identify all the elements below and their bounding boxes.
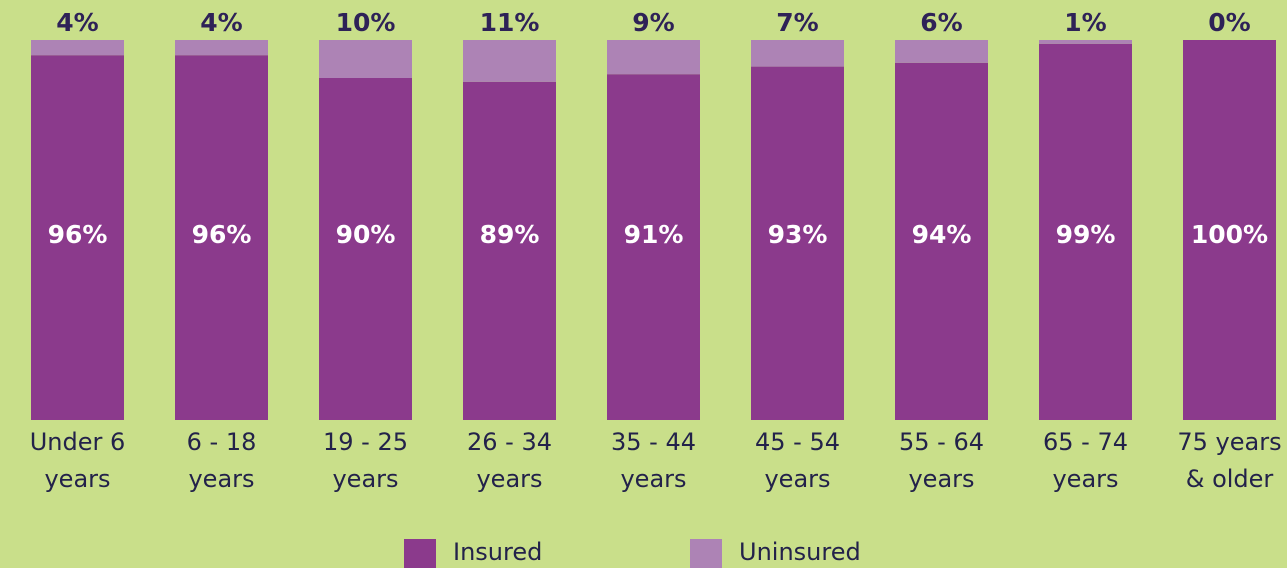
uninsured-label: 9% [632,8,674,37]
bar-segment [31,40,124,56]
insured-label: 91% [624,220,684,249]
bar-segment [463,40,556,82]
insured-label: 94% [912,220,972,249]
uninsured-label: 6% [920,8,962,37]
bar-segment [607,74,700,420]
x-tick-label: 75 years [1177,428,1281,456]
x-tick-label: years [44,465,110,493]
x-tick-label: 45 - 54 [755,428,840,456]
uninsured-label: 4% [56,8,98,37]
x-tick-label: Under 6 [30,428,126,456]
x-tick-label: 26 - 34 [467,428,552,456]
insured-label: 89% [480,220,540,249]
insured-label: 100% [1191,220,1268,249]
uninsured-label: 4% [200,8,242,37]
bar-segment [1183,40,1276,420]
bar-segment [1039,40,1132,44]
insured-label: 93% [768,220,828,249]
x-tick-label: 35 - 44 [611,428,696,456]
x-tick-label: years [908,465,974,493]
uninsured-label: 10% [336,8,396,37]
bar-segment [895,62,988,421]
insured-label: 96% [48,220,108,249]
bar-segment [175,40,268,56]
x-tick-label: years [476,465,542,493]
x-tick-label: years [332,465,398,493]
bar-segment [31,55,124,420]
x-tick-label: years [620,465,686,493]
x-tick-label: years [188,465,254,493]
x-tick-label: years [764,465,830,493]
bar-segment [895,40,988,63]
x-tick-label: 19 - 25 [323,428,408,456]
bar-segment [175,55,268,420]
bar-segment [751,66,844,420]
uninsured-label: 1% [1064,8,1106,37]
insured-label: 99% [1056,220,1116,249]
x-tick-label: years [1052,465,1118,493]
x-tick-label: 65 - 74 [1043,428,1128,456]
uninsured-label: 7% [776,8,818,37]
x-tick-label: & older [1186,465,1274,493]
bar-segment [1039,43,1132,421]
x-tick-label: 55 - 64 [899,428,984,456]
x-tick-label: 6 - 18 [187,428,257,456]
insured-label: 90% [336,220,396,249]
legend-label: Uninsured [739,538,861,566]
bar-segment [607,40,700,75]
legend-swatch [690,539,722,568]
legend-swatch [404,539,436,568]
insured-label: 96% [192,220,252,249]
bar-segment [751,40,844,67]
bar-segment [319,40,412,78]
legend-label: Insured [453,538,542,566]
uninsured-label: 0% [1208,8,1250,37]
bar-segment [319,78,412,420]
uninsured-label: 11% [480,8,540,37]
bar-segment [463,81,556,421]
